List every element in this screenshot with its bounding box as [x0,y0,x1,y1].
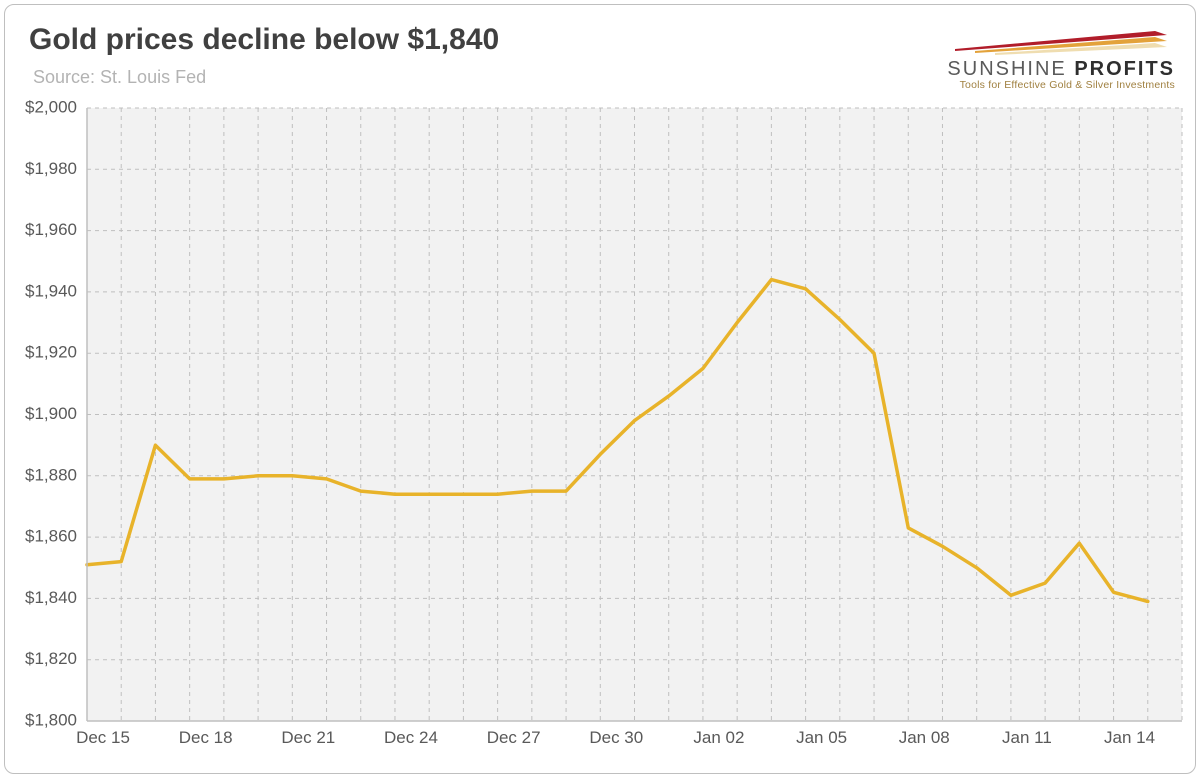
svg-text:Dec 21: Dec 21 [281,728,335,747]
svg-text:Dec 15: Dec 15 [76,728,130,747]
svg-text:Dec 18: Dec 18 [179,728,233,747]
svg-text:$1,900: $1,900 [25,404,77,423]
svg-text:$1,960: $1,960 [25,220,77,239]
svg-text:$1,880: $1,880 [25,465,77,484]
svg-text:$1,800: $1,800 [25,710,77,729]
svg-text:Jan 11: Jan 11 [1002,728,1052,747]
svg-text:Jan 05: Jan 05 [796,728,847,747]
svg-text:$1,980: $1,980 [25,159,77,178]
svg-text:$1,840: $1,840 [25,588,77,607]
svg-text:Jan 14: Jan 14 [1104,728,1155,747]
svg-text:$1,920: $1,920 [25,343,77,362]
svg-text:$1,940: $1,940 [25,281,77,300]
svg-text:Jan 02: Jan 02 [693,728,744,747]
svg-text:Dec 30: Dec 30 [589,728,643,747]
x-axis-labels: Dec 15 Dec 18 Dec 21 Dec 24 Dec 27 Dec 30 Jan … [76,728,1155,747]
svg-text:$2,000: $2,000 [25,97,77,116]
svg-text:Jan 08: Jan 08 [899,728,950,747]
y-axis-labels: $1,800 $1,820 $1,840 $1,860 $1,880 $1,900 $1,9… [25,97,77,729]
svg-text:$1,860: $1,860 [25,527,77,546]
chart-frame: Gold prices decline below $1,840 Source:… [4,4,1196,774]
svg-text:$1,820: $1,820 [25,649,77,668]
svg-text:Dec 27: Dec 27 [487,728,541,747]
svg-text:Dec 24: Dec 24 [384,728,438,747]
chart-plot: $1,800 $1,820 $1,840 $1,860 $1,880 $1,900 $1,9… [5,5,1196,774]
